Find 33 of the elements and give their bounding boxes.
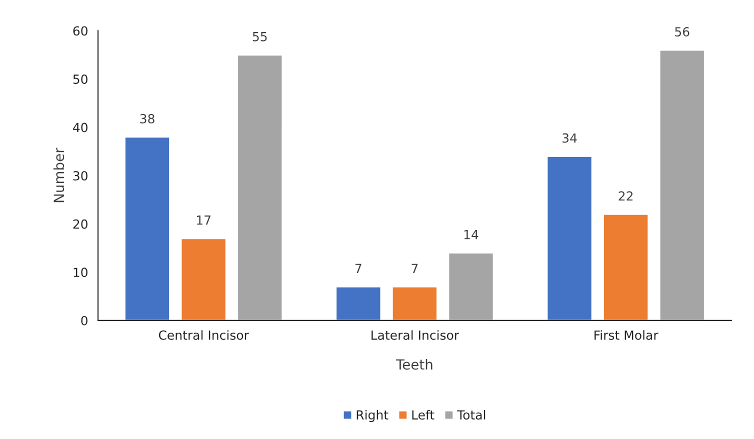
y-tick-label: 50 [73,74,88,84]
x-tick-label: Lateral Incisor [372,330,460,340]
y-tick-label: 0 [81,316,88,326]
data-label: 17 [197,216,210,225]
data-label: 7 [412,264,418,273]
legend-label: Left [412,410,434,420]
data-label: 38 [140,114,154,124]
bar [391,286,438,320]
x-tick-label: First Molar [594,330,658,340]
y-axis-title: Number [53,148,64,202]
bar [546,156,593,320]
bar [180,238,227,320]
legend-label: Total [457,410,486,420]
legend-label: Right [356,410,388,422]
y-tick-label: 40 [73,122,88,132]
bar [335,286,382,320]
bar [448,252,494,320]
y-tick-label: 20 [73,219,88,229]
y-tick-label: 60 [73,26,88,36]
bar [602,214,650,320]
data-label: 34 [562,133,577,143]
data-label: 55 [252,32,267,42]
x-tick-label: Central Incisor [158,330,249,340]
bar [236,54,284,320]
bar [658,49,706,320]
bar [124,136,170,320]
y-tick-label: 30 [73,171,88,181]
x-axis-title: Teeth [396,358,432,370]
data-label: 56 [675,27,690,37]
data-label: 14 [464,230,478,240]
y-tick-label: 10 [74,268,88,278]
data-label: 7 [355,264,362,273]
data-label: 22 [618,191,633,201]
